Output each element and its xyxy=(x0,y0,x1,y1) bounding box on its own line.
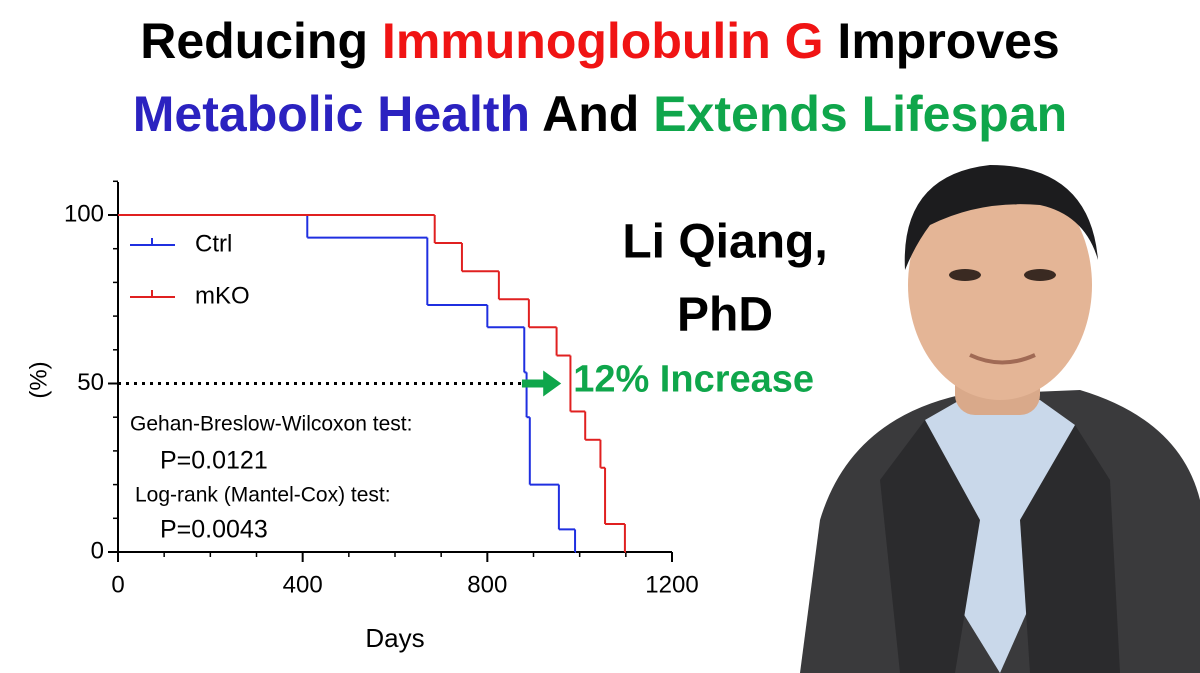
portrait xyxy=(800,165,1200,673)
y-axis-label: (%) xyxy=(25,361,52,398)
chart-title: Metabolic Health And Extends Lifespan xyxy=(133,86,1067,142)
person-name: Li Qiang, xyxy=(622,216,827,269)
title-part: Metabolic Health xyxy=(133,86,530,142)
test-label: Log-rank (Mantel-Cox) test: xyxy=(135,484,391,507)
x-tick-label: 0 xyxy=(111,571,124,598)
y-tick-label: 50 xyxy=(77,369,104,396)
chart-title: Reducing Immunoglobulin G Improves xyxy=(140,13,1060,69)
test-label: Gehan-Breslow-Wilcoxon test: xyxy=(130,413,412,436)
x-tick-label: 400 xyxy=(283,571,323,598)
x-tick-label: 1200 xyxy=(645,571,698,598)
title-part: Improves xyxy=(824,13,1060,69)
p-value: P=0.0043 xyxy=(160,516,268,544)
title-part: Reducing xyxy=(140,13,382,69)
legend-label: Ctrl xyxy=(195,230,232,257)
x-axis-label: Days xyxy=(365,623,424,653)
median-arrow xyxy=(521,370,562,397)
y-tick-label: 0 xyxy=(91,537,104,564)
person-title: PhD xyxy=(677,289,773,342)
title-part: Extends Lifespan xyxy=(653,86,1067,142)
title-part: Immunoglobulin G xyxy=(382,13,824,69)
y-tick-label: 100 xyxy=(64,200,104,227)
legend-label: mKO xyxy=(195,282,250,309)
x-tick-label: 800 xyxy=(467,571,507,598)
median-annotation: 12% Increase xyxy=(573,359,814,401)
p-value: P=0.0121 xyxy=(160,447,268,475)
title-part: And xyxy=(530,86,653,142)
